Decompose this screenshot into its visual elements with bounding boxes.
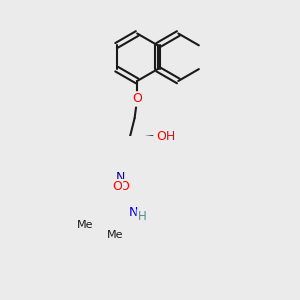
Text: O: O [112, 180, 122, 193]
Text: Me: Me [76, 220, 93, 230]
Text: N: N [129, 206, 138, 219]
Text: N: N [116, 171, 125, 184]
Text: OH: OH [156, 130, 175, 143]
Text: H: H [138, 210, 146, 223]
Text: O: O [132, 92, 142, 105]
Text: O: O [119, 180, 129, 193]
Text: Me: Me [107, 230, 124, 239]
